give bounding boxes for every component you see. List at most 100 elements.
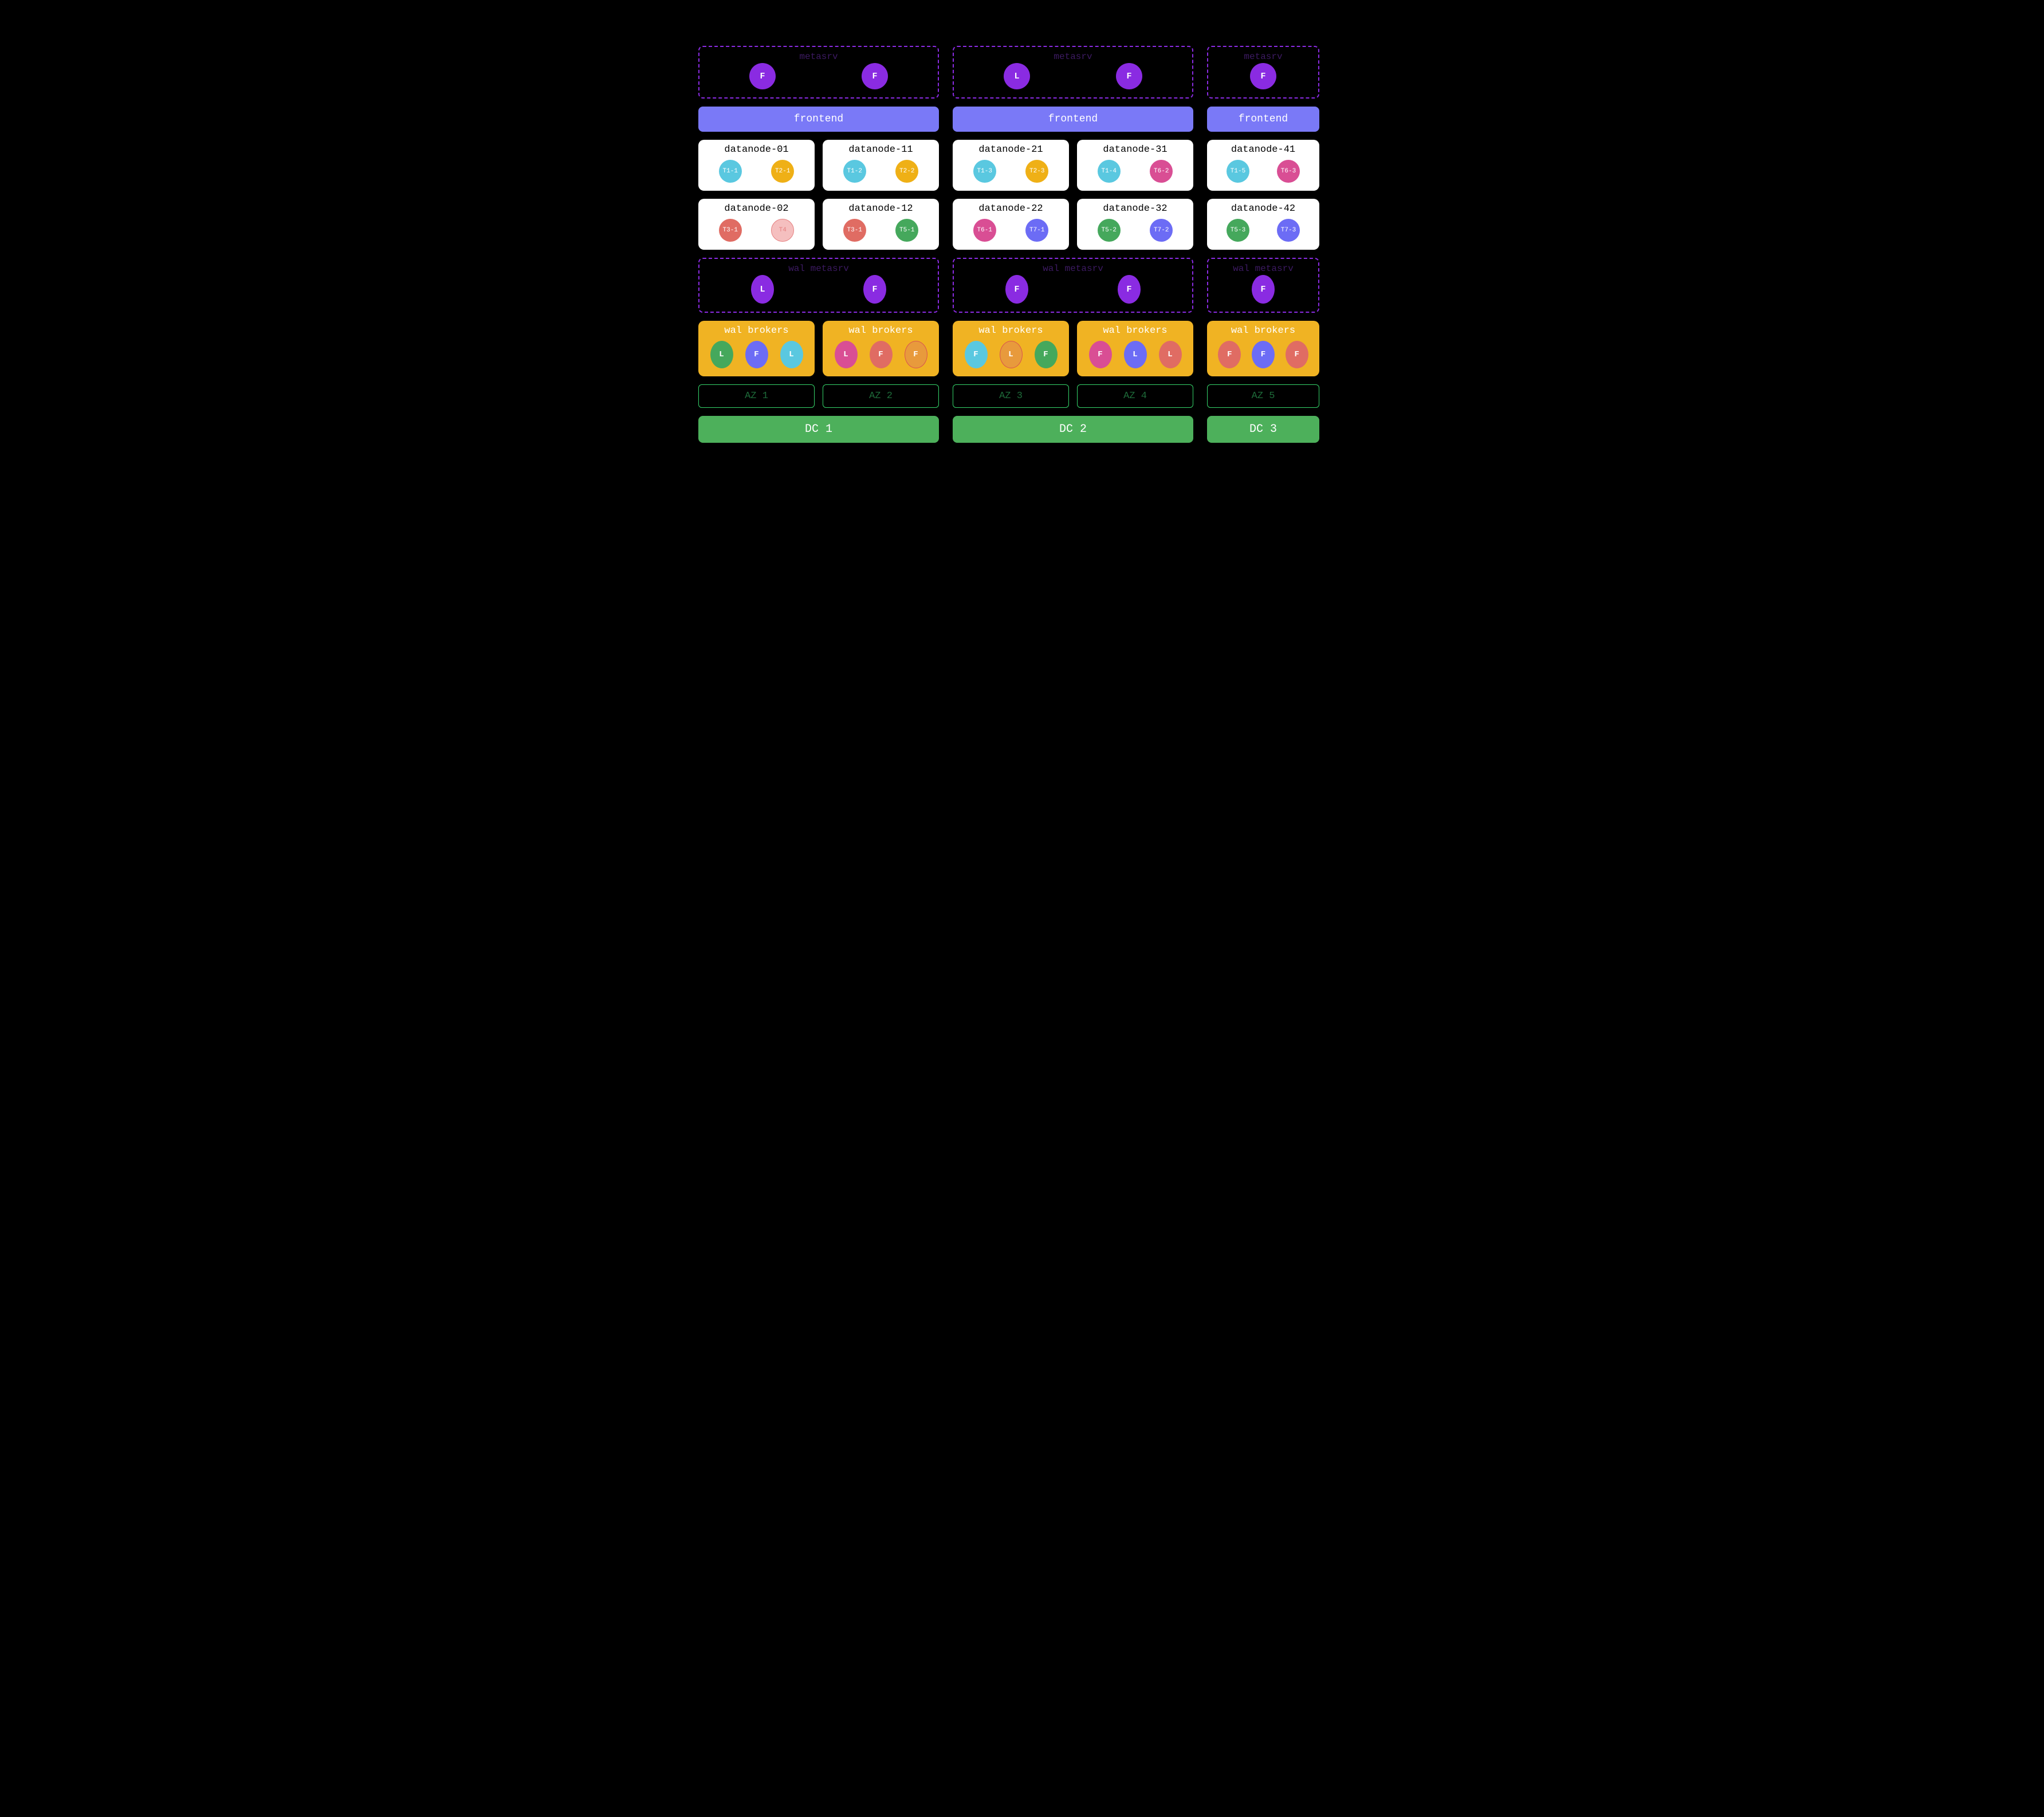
wal-brokers-box: wal brokersLFL	[698, 321, 815, 376]
datanode-title: datanode-21	[958, 144, 1063, 155]
wal-metasrv-node: F	[1252, 275, 1275, 304]
az-row: AZ 1 AZ 2	[698, 384, 939, 408]
wal-broker-node: F	[870, 341, 893, 368]
az-box: AZ 3	[953, 384, 1069, 408]
datanode-box: datanode-11 T1-2T2-2	[823, 140, 939, 191]
tablet-row: T1-1 T2-1	[704, 160, 809, 183]
metasrv-box: metasrvFF	[698, 46, 939, 99]
wal-metasrv-box: wal metasrvF	[1207, 258, 1319, 313]
datanode-title: datanode-11	[828, 144, 933, 155]
wal-metasrv-title: wal metasrv	[961, 263, 1185, 274]
metasrv-nodes: FF	[706, 63, 931, 89]
wal-broker-node: F	[745, 341, 768, 368]
tablet-circle: T4	[771, 219, 794, 242]
metasrv-nodes: F	[1215, 63, 1311, 89]
wal-broker-node: L	[1124, 341, 1147, 368]
wal-metasrv-node: F	[1118, 275, 1141, 304]
wal-broker-node: L	[1000, 341, 1023, 368]
datanode-row: datanode-01 T1-1 T2-1 datanode-11 T1-2T2-2	[698, 140, 939, 191]
datanode-row: datanode-22T6-1T7-1datanode-32T5-2T7-2	[953, 199, 1193, 250]
wal-brokers-box: wal brokersLFF	[823, 321, 939, 376]
az-row: AZ 3 AZ 4	[953, 384, 1193, 408]
datanode-title: datanode-32	[1083, 203, 1188, 214]
wal-broker-node: F	[905, 341, 927, 368]
tablet-circle: T2-1	[771, 160, 794, 183]
tablet-circle: T1-5	[1227, 160, 1249, 183]
tablet-circle: T7-1	[1025, 219, 1048, 242]
tablet-row: T1-2T2-2	[828, 160, 933, 183]
datanode-title: datanode-02	[704, 203, 809, 214]
wal-metasrv-nodes: LF	[706, 275, 931, 304]
wal-brokers-row: wal brokers FLF wal brokersFLL	[953, 321, 1193, 376]
dc-bar: DC 2	[953, 416, 1193, 443]
metasrv-node: F	[862, 63, 888, 89]
metasrv-title: metasrv	[1215, 52, 1311, 62]
datanode-row: datanode-02 T3-1 T4 datanode-12 T3-1 T5-1	[698, 199, 939, 250]
az-box: AZ 5	[1207, 384, 1319, 408]
datanode-box: datanode-01 T1-1 T2-1	[698, 140, 815, 191]
datanode-title: datanode-31	[1083, 144, 1188, 155]
wal-broker-ovals: FFF	[1213, 341, 1314, 368]
tablet-circle: T1-3	[973, 160, 996, 183]
dc-column: metasrvFfrontenddatanode-41T1-5T6-3datan…	[1207, 46, 1319, 443]
wal-brokers-box: wal brokers FLF	[953, 321, 1069, 376]
datanode-box: datanode-22 T6-1 T7-1	[953, 199, 1069, 250]
wal-broker-ovals: FLL	[1083, 341, 1188, 368]
datanode-row: datanode-41 T1-5T6-3	[1207, 140, 1319, 191]
datanode-box: datanode-42 T5-3T7-3	[1207, 199, 1319, 250]
wal-broker-node: L	[780, 341, 803, 368]
architecture-diagram: metasrvFFfrontenddatanode-01T1-1T2-1data…	[698, 46, 1346, 443]
wal-metasrv-box: wal metasrvLF	[698, 258, 939, 313]
tablet-row: T6-1 T7-1	[958, 219, 1063, 242]
tablet-circle: T1-1	[719, 160, 742, 183]
dc-column: metasrvFFfrontenddatanode-01T1-1T2-1data…	[698, 46, 939, 443]
tablet-circle: T7-2	[1150, 219, 1173, 242]
tablet-row: T5-3T7-3	[1213, 219, 1314, 242]
metasrv-title: metasrv	[961, 52, 1185, 62]
metasrv-node: F	[1250, 63, 1276, 89]
metasrv-title: metasrv	[706, 52, 931, 62]
wal-metasrv-title: wal metasrv	[706, 263, 931, 274]
datanode-title: datanode-12	[828, 203, 933, 214]
datanode-row: datanode-42 T5-3T7-3	[1207, 199, 1319, 250]
az-box: AZ 1	[698, 384, 815, 408]
tablet-circle: T6-2	[1150, 160, 1173, 183]
datanode-title: datanode-01	[704, 144, 809, 155]
metasrv-node: F	[1116, 63, 1142, 89]
wal-brokers-row: wal brokersFFF	[1207, 321, 1319, 376]
az-box: AZ 4	[1077, 384, 1193, 408]
wal-metasrv-title: wal metasrv	[1215, 263, 1311, 274]
wal-metasrv-box: wal metasrvFF	[953, 258, 1193, 313]
wal-broker-ovals: FLF	[958, 341, 1063, 368]
wal-brokers-title: wal brokers	[828, 325, 933, 336]
wal-broker-node: L	[1159, 341, 1182, 368]
tablet-row: T1-3 T2-3	[958, 160, 1063, 183]
datanode-box: datanode-41 T1-5T6-3	[1207, 140, 1319, 191]
datanode-title: datanode-41	[1213, 144, 1314, 155]
dc-bar: DC 3	[1207, 416, 1319, 443]
tablet-circle: T3-1	[843, 219, 866, 242]
metasrv-box: metasrvLF	[953, 46, 1193, 99]
wal-brokers-box: wal brokersFLL	[1077, 321, 1193, 376]
wal-broker-node: L	[835, 341, 858, 368]
wal-brokers-box: wal brokersFFF	[1207, 321, 1319, 376]
metasrv-node: F	[749, 63, 776, 89]
wal-broker-node: L	[710, 341, 733, 368]
tablet-circle: T1-2	[843, 160, 866, 183]
tablet-circle: T1-4	[1098, 160, 1121, 183]
wal-brokers-title: wal brokers	[958, 325, 1063, 336]
wal-brokers-row: wal brokersLFLwal brokersLFF	[698, 321, 939, 376]
tablet-circle: T5-1	[895, 219, 918, 242]
tablet-circle: T2-3	[1025, 160, 1048, 183]
datanode-title: datanode-42	[1213, 203, 1314, 214]
datanode-box: datanode-31 T1-4 T6-2	[1077, 140, 1193, 191]
metasrv-box: metasrvF	[1207, 46, 1319, 99]
datanode-row: datanode-21 T1-3 T2-3 datanode-31 T1-4 T6-2	[953, 140, 1193, 191]
wal-broker-node: F	[965, 341, 988, 368]
az-box: AZ 2	[823, 384, 939, 408]
tablet-circle: T6-1	[973, 219, 996, 242]
metasrv-nodes: LF	[961, 63, 1185, 89]
tablet-row: T3-1 T5-1	[828, 219, 933, 242]
tablet-row: T1-5T6-3	[1213, 160, 1314, 183]
datanode-title: datanode-22	[958, 203, 1063, 214]
